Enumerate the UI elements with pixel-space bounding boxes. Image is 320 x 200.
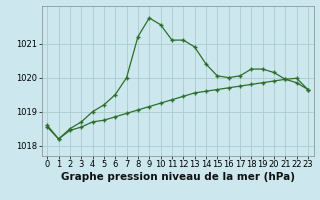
X-axis label: Graphe pression niveau de la mer (hPa): Graphe pression niveau de la mer (hPa) [60, 172, 295, 182]
